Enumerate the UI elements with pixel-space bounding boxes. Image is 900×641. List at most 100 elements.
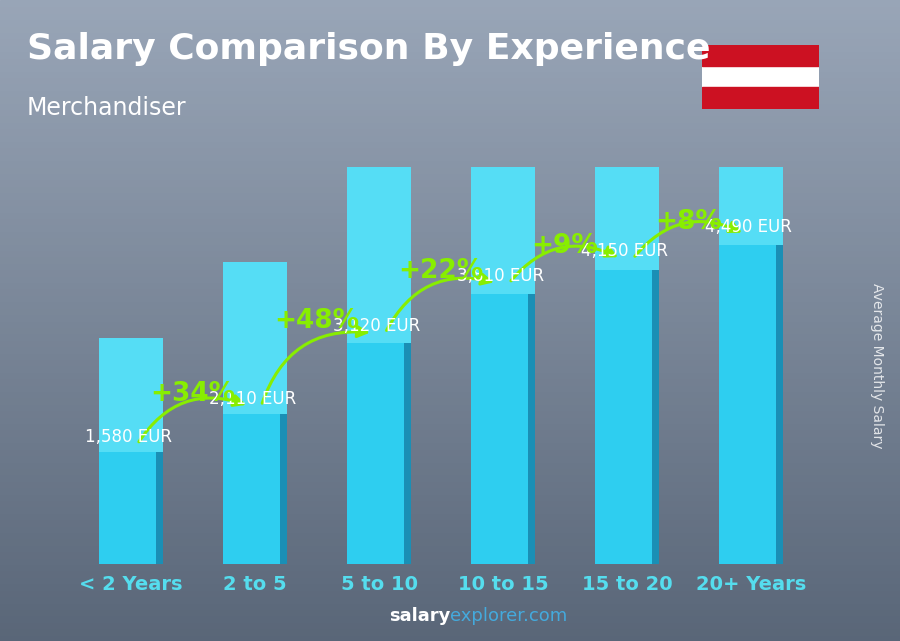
Bar	[0, 269, 900, 276]
Bar	[0, 340, 900, 346]
Text: 2,110 EUR: 2,110 EUR	[209, 390, 296, 408]
Bar	[0, 141, 900, 147]
Bar	[0, 128, 900, 135]
Bar	[0, 122, 900, 128]
Bar	[0, 32, 900, 38]
Text: +9%: +9%	[532, 233, 598, 259]
Bar	[99, 338, 164, 452]
Bar	[652, 264, 659, 564]
Bar	[0, 622, 900, 628]
Bar	[0, 301, 900, 308]
Bar	[0, 71, 900, 77]
Bar	[0, 513, 900, 519]
Bar	[702, 45, 819, 67]
Text: +34%: +34%	[150, 381, 236, 406]
Bar	[0, 282, 900, 288]
Bar	[595, 264, 659, 564]
Bar	[718, 0, 783, 246]
Bar	[0, 45, 900, 51]
Bar	[0, 346, 900, 353]
Bar	[471, 289, 536, 564]
Bar	[0, 481, 900, 487]
Bar	[0, 179, 900, 186]
Bar	[0, 147, 900, 154]
Bar	[0, 13, 900, 19]
Bar	[0, 212, 900, 218]
Bar	[0, 583, 900, 590]
Bar	[0, 199, 900, 205]
Bar	[0, 64, 900, 71]
Bar	[0, 103, 900, 109]
Bar	[0, 224, 900, 231]
Bar	[0, 167, 900, 173]
Text: Average Monthly Salary: Average Monthly Salary	[870, 283, 885, 448]
Bar	[0, 487, 900, 494]
Text: Merchandiser: Merchandiser	[27, 96, 186, 120]
Bar	[0, 500, 900, 506]
Bar	[0, 423, 900, 429]
Text: +8%: +8%	[655, 208, 723, 235]
Bar	[0, 218, 900, 224]
Bar	[0, 410, 900, 417]
Bar	[0, 205, 900, 212]
Bar	[0, 173, 900, 179]
Bar	[0, 397, 900, 404]
Bar	[99, 450, 164, 564]
Bar	[527, 289, 536, 564]
Bar	[0, 538, 900, 545]
Bar	[0, 26, 900, 32]
Bar	[0, 314, 900, 320]
Bar	[0, 115, 900, 122]
Text: +48%: +48%	[274, 308, 360, 333]
Bar	[0, 635, 900, 641]
Bar	[0, 0, 900, 6]
Bar	[0, 558, 900, 564]
Text: 3,810 EUR: 3,810 EUR	[457, 267, 544, 285]
Bar	[0, 551, 900, 558]
Bar	[0, 365, 900, 372]
Bar	[0, 372, 900, 378]
Bar	[0, 263, 900, 269]
Bar	[0, 38, 900, 45]
Text: 4,490 EUR: 4,490 EUR	[705, 218, 792, 236]
Bar	[0, 391, 900, 397]
Bar	[223, 262, 287, 414]
Bar	[0, 442, 900, 449]
Bar	[0, 160, 900, 167]
Bar	[223, 412, 287, 564]
Bar	[0, 6, 900, 13]
Bar	[0, 429, 900, 436]
Bar	[0, 519, 900, 526]
Bar	[0, 570, 900, 577]
Bar	[0, 564, 900, 570]
Bar	[0, 90, 900, 96]
Bar	[0, 186, 900, 192]
Bar	[0, 532, 900, 538]
Bar	[0, 577, 900, 583]
Bar	[0, 256, 900, 263]
Bar	[0, 320, 900, 327]
Bar	[0, 77, 900, 83]
Bar	[0, 378, 900, 385]
Text: 4,150 EUR: 4,150 EUR	[580, 242, 668, 260]
Bar	[0, 404, 900, 410]
Bar	[0, 96, 900, 103]
Bar	[0, 468, 900, 474]
Bar	[0, 526, 900, 532]
Bar	[280, 412, 287, 564]
Bar	[0, 436, 900, 442]
Bar	[0, 154, 900, 160]
Bar	[0, 51, 900, 58]
Text: 3,120 EUR: 3,120 EUR	[333, 317, 420, 335]
Bar	[346, 338, 411, 564]
Bar	[0, 308, 900, 314]
Bar	[0, 417, 900, 423]
Bar	[0, 609, 900, 615]
Bar	[0, 109, 900, 115]
Bar	[0, 192, 900, 199]
Bar	[0, 474, 900, 481]
Bar	[404, 338, 411, 564]
Bar	[0, 494, 900, 500]
Bar	[718, 240, 783, 564]
Bar	[0, 250, 900, 256]
